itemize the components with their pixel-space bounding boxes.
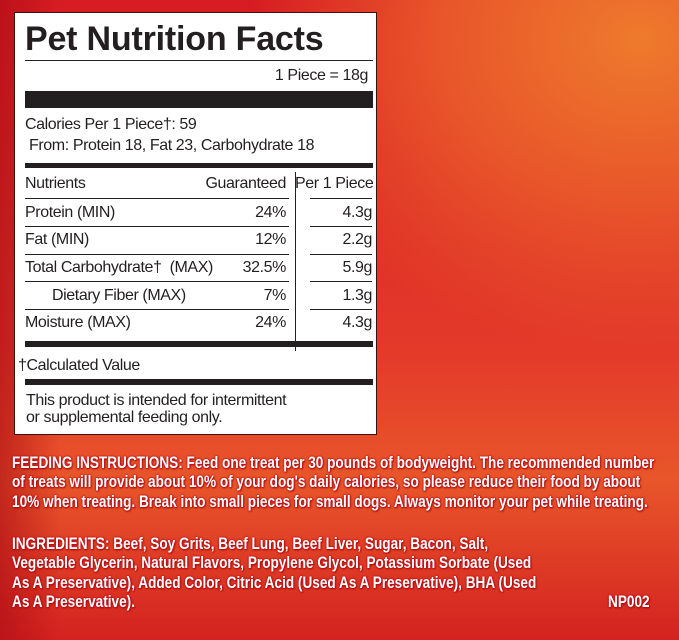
- statement-line: or supplemental feeding only.: [26, 409, 223, 426]
- row-line: [310, 309, 372, 310]
- ingredients-line: Vegetable Glycerin, Natural Flavors, Pro…: [12, 553, 532, 573]
- row-line: [310, 254, 372, 255]
- per-piece-value: 1.3g: [342, 287, 372, 304]
- product-code: NP002: [608, 592, 650, 611]
- per-piece-value: 2.2g: [342, 231, 372, 248]
- serving-size: 1 Piece = 18g: [274, 67, 369, 84]
- guaranteed-value: 24%: [255, 204, 286, 221]
- nutrient-name: Fat (MIN): [25, 231, 89, 248]
- panel-title: Pet Nutrition Facts: [25, 20, 324, 58]
- guaranteed-value: 7%: [263, 287, 287, 304]
- row-line: [25, 281, 289, 282]
- ingredients-line: INGREDIENTS: Beef, Soy Grits, Beef Lung,…: [12, 534, 489, 553]
- row-line: [25, 198, 289, 199]
- row-line: [310, 198, 372, 199]
- guaranteed-value: 24%: [255, 314, 286, 331]
- footnote: †Calculated Value: [18, 357, 140, 374]
- guaranteed-value: 32.5%: [242, 259, 287, 276]
- per-piece-value: 4.3g: [342, 314, 372, 331]
- nutrient-name: Total Carbohydrate† (MAX): [25, 259, 213, 276]
- ingredients-line: As A Preservative).: [12, 591, 135, 611]
- ingredients-line: As A Preservative), Added Color, Citric …: [12, 572, 537, 592]
- row-line: [310, 226, 372, 227]
- feeding-line: 10% when treating. Break into small piec…: [12, 491, 648, 511]
- row-line: [25, 226, 289, 227]
- thick-divider: [25, 379, 373, 385]
- feeding-line: FEEDING INSTRUCTIONS: Feed one treat per…: [12, 453, 655, 472]
- calories: Calories Per 1 Piece†: 59: [25, 116, 197, 133]
- nutrient-name: Moisture (MAX): [25, 314, 131, 331]
- column-divider: [295, 172, 296, 351]
- nutrition-facts-panel: Pet Nutrition Facts 1 Piece = 18g Calori…: [14, 12, 377, 435]
- nutrient-name: Dietary Fiber (MAX): [52, 287, 186, 304]
- per-piece-value: 4.3g: [342, 204, 372, 221]
- statement-line: This product is intended for intermitten…: [26, 392, 287, 409]
- header-guaranteed: Guaranteed: [205, 175, 286, 192]
- per-piece-value: 5.9g: [342, 259, 372, 276]
- feeding-instructions: FEEDING INSTRUCTIONS: Feed one treat per…: [12, 453, 654, 511]
- header-nutrients: Nutrients: [25, 175, 86, 192]
- calories-from: From: Protein 18, Fat 23, Carbohydrate 1…: [29, 137, 315, 154]
- ingredients: INGREDIENTS: Beef, Soy Grits, Beef Lung,…: [12, 534, 536, 611]
- row-line: [25, 309, 289, 310]
- header-per-piece: Per 1 Piece: [295, 175, 374, 192]
- thick-divider: [25, 341, 373, 347]
- thick-divider: [25, 163, 373, 168]
- divider: [25, 60, 373, 61]
- row-line: [310, 281, 372, 282]
- guaranteed-value: 12%: [255, 231, 286, 248]
- row-line: [25, 254, 289, 255]
- nutrient-name: Protein (MIN): [25, 204, 115, 221]
- feeding-line: of treats will provide about 10% of your…: [12, 472, 641, 492]
- thick-bar: [25, 91, 373, 108]
